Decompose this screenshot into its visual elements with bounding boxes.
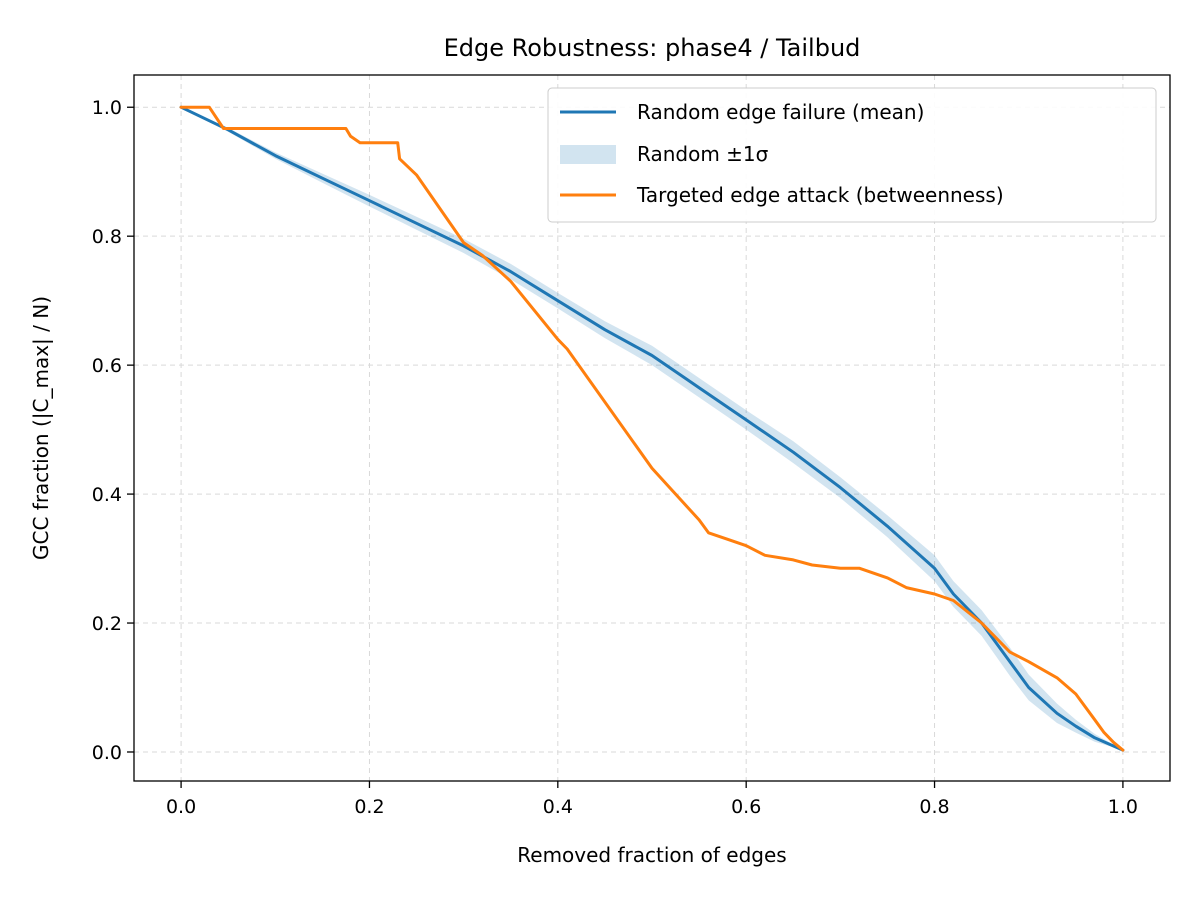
legend-label-random-mean: Random edge failure (mean): [637, 100, 924, 124]
x-tick-label: 0.6: [731, 796, 761, 818]
legend: Random edge failure (mean) Random ±1σ Ta…: [547, 87, 1157, 223]
x-tick-label: 1.0: [1108, 796, 1138, 818]
x-axis-ticks: 0.0 0.2 0.4 0.6 0.8 1.0: [166, 781, 1138, 818]
x-tick-label: 0.4: [543, 796, 573, 818]
lines-layer: [179, 105, 1125, 752]
plot-frame: [133, 74, 1171, 782]
y-tick-label: 0.0: [92, 742, 122, 764]
legend-box: [547, 87, 1157, 223]
chart-title: Edge Robustness: phase4 / Tailbud: [444, 34, 861, 62]
y-axis-ticks: 0.0 0.2 0.4 0.6 0.8 1.0: [92, 97, 134, 764]
y-tick-label: 0.2: [92, 613, 122, 635]
y-tick-label: 1.0: [92, 97, 122, 119]
legend-swatch-random-band: [560, 145, 616, 164]
x-tick-label: 0.2: [354, 796, 384, 818]
series-line-random-mean: [179, 105, 1125, 752]
y-axis-label: GCC fraction (|C_max| / N): [29, 296, 53, 560]
series-line-targeted: [179, 105, 1125, 752]
x-axis-label: Removed fraction of edges: [517, 843, 786, 867]
x-tick-label: 0.8: [919, 796, 949, 818]
y-tick-label: 0.4: [92, 484, 122, 506]
legend-label-random-band: Random ±1σ: [637, 142, 769, 166]
x-tick-label: 0.0: [166, 796, 196, 818]
y-tick-label: 0.6: [92, 355, 122, 377]
y-tick-label: 0.8: [92, 226, 122, 248]
legend-label-targeted: Targeted edge attack (betweenness): [636, 183, 1004, 207]
